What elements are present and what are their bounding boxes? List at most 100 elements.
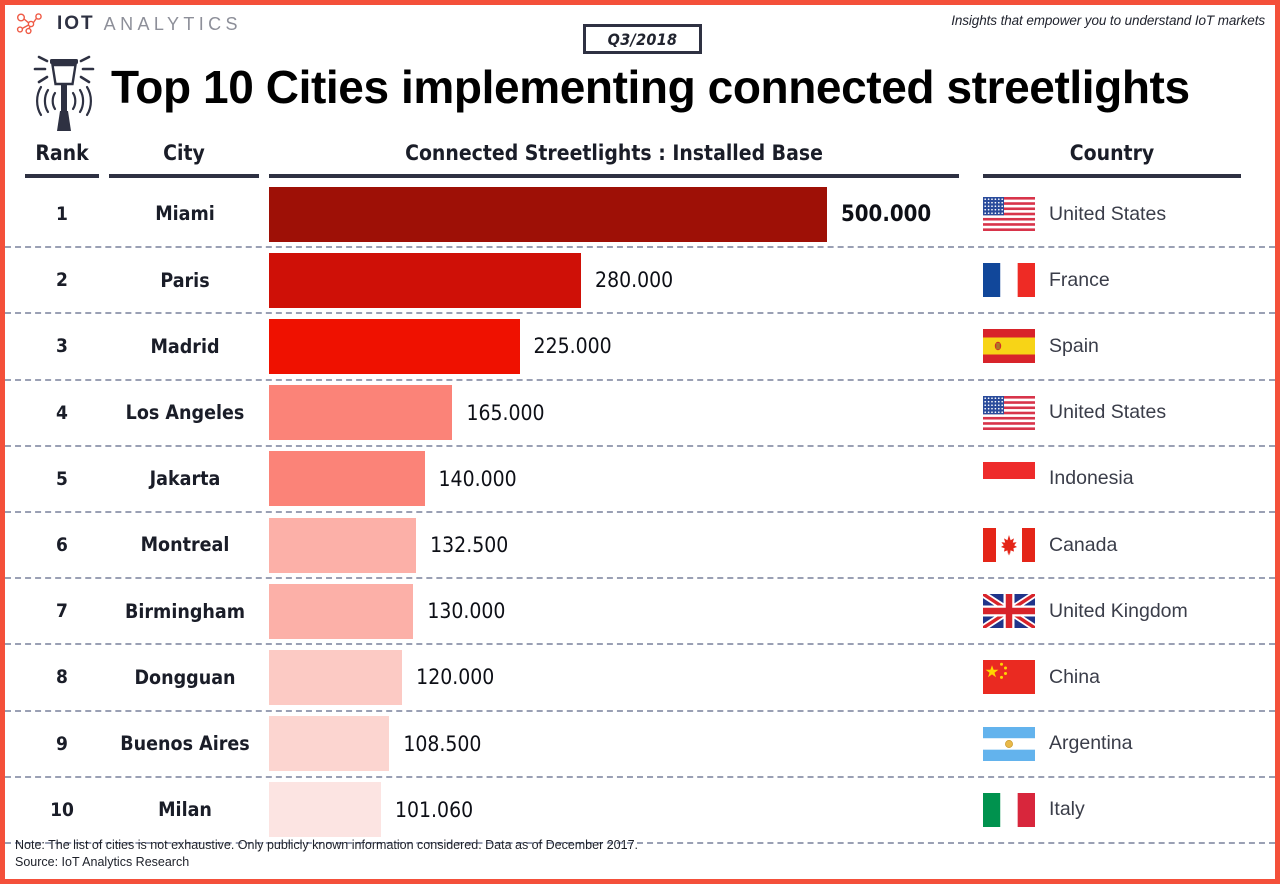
country-label: United States	[1049, 202, 1167, 225]
footer-source: Source: IoT Analytics Research	[15, 855, 190, 869]
country-label: United States	[1049, 401, 1167, 424]
table-row: 4 Los Angeles 165.000 United States	[5, 381, 1275, 447]
brand-name-analytics: ANALYTICS	[103, 13, 242, 34]
column-headers: Rank City Connected Streetlights : Insta…	[5, 139, 1275, 181]
quarter-badge: Q3/2018	[583, 24, 702, 54]
tagline: Insights that empower you to understand …	[951, 13, 1265, 28]
table-row: 1 Miami 500.000 United States	[5, 182, 1275, 249]
country-label: Argentina	[1049, 732, 1133, 755]
cell-rank: 3	[56, 335, 68, 358]
cell-rank: 7	[56, 600, 68, 623]
brand-name-iot: IOT	[57, 13, 95, 34]
cell-rank: 5	[56, 467, 68, 490]
footer: Note: The list of cities is not exhausti…	[15, 837, 1115, 871]
column-rule-city	[109, 174, 259, 178]
cell-city: Dongguan	[134, 665, 236, 689]
table-row: 6 Montreal 132.500 Canada	[5, 513, 1275, 580]
cell-installed-base: 120.000	[269, 645, 1231, 709]
cell-country: United States	[983, 182, 1253, 246]
value-label: 132.500	[430, 533, 509, 558]
value-bar	[269, 649, 403, 705]
cell-city: Miami	[155, 202, 215, 226]
flag-us-icon	[983, 197, 1035, 232]
title-block: Top 10 Cities implementing connected str…	[5, 51, 1275, 133]
value-label: 140.000	[438, 466, 517, 491]
column-header-installed-base: Connected Streetlights : Installed Base	[405, 141, 823, 165]
cell-installed-base: 280.000	[269, 248, 1231, 312]
cell-installed-base: 132.500	[269, 513, 1231, 577]
table-row: 10 Milan 101.060 Italy	[5, 778, 1275, 844]
cell-rank: 2	[56, 269, 68, 292]
table-row: 7 Birmingham 130.000 United Kingdom	[5, 579, 1275, 646]
iot-network-nodes-icon	[16, 13, 42, 35]
flag-fr-icon	[983, 263, 1035, 298]
cell-rank: 9	[56, 732, 68, 755]
cell-rank: 4	[56, 401, 68, 424]
cell-country: Indonesia	[983, 447, 1253, 511]
value-bar	[269, 252, 582, 308]
country-label: Spain	[1049, 334, 1099, 357]
cell-city: Madrid	[150, 334, 220, 358]
cell-city: Jakarta	[149, 467, 221, 491]
value-bar	[269, 782, 381, 838]
footer-note: Note: The list of cities is not exhausti…	[15, 838, 638, 852]
value-bar	[269, 318, 520, 374]
cell-city: Los Angeles	[125, 400, 245, 424]
country-label: France	[1049, 268, 1110, 291]
cell-city: Milan	[158, 798, 212, 822]
cell-installed-base: 130.000	[269, 579, 1231, 643]
cell-installed-base: 165.000	[269, 381, 1231, 445]
value-label: 108.500	[403, 731, 482, 756]
cell-rank: 1	[56, 203, 68, 226]
cell-country: Italy	[983, 778, 1253, 842]
cell-country: Spain	[983, 314, 1253, 378]
value-label: 130.000	[427, 599, 506, 624]
value-label: 120.000	[416, 665, 495, 690]
cell-installed-base: 101.060	[269, 778, 1231, 842]
column-rule-country	[983, 174, 1241, 178]
country-label: United Kingdom	[1049, 599, 1188, 622]
cell-country: United Kingdom	[983, 579, 1253, 643]
column-header-city: City	[163, 141, 205, 165]
cell-country: France	[983, 248, 1253, 312]
quarter-badge-label: Q3/2018	[607, 29, 678, 49]
cell-installed-base: 108.500	[269, 712, 1231, 776]
cell-installed-base: 500.000	[269, 182, 1231, 246]
cell-installed-base: 140.000	[269, 447, 1231, 511]
cell-city: Birmingham	[125, 599, 245, 623]
flag-gb-icon	[983, 594, 1035, 629]
cell-rank: 6	[56, 534, 68, 557]
value-label: 165.000	[466, 400, 545, 425]
value-bar	[269, 517, 417, 573]
value-bar	[269, 583, 414, 639]
country-label: Canada	[1049, 533, 1118, 556]
cell-country: China	[983, 645, 1253, 709]
country-label: Indonesia	[1049, 467, 1134, 490]
cell-city: Buenos Aires	[120, 731, 250, 755]
top-bar: IOT ANALYTICS Q3/2018 Insights that empo…	[5, 5, 1275, 54]
cell-city: Paris	[160, 268, 210, 292]
connected-streetlight-icon	[33, 55, 95, 131]
flag-ca-icon	[983, 528, 1035, 563]
cell-rank: 10	[50, 798, 74, 821]
flag-es-icon	[983, 329, 1035, 364]
flag-it-icon	[983, 792, 1035, 827]
cell-city: Montreal	[140, 533, 230, 557]
value-label: 225.000	[533, 334, 612, 359]
cell-installed-base: 225.000	[269, 314, 1231, 378]
page-title: Top 10 Cities implementing connected str…	[111, 61, 1190, 113]
value-bar	[269, 186, 827, 242]
column-header-country: Country	[1069, 141, 1155, 165]
flag-cn-icon	[983, 660, 1035, 695]
table-row: 8 Dongguan 120.000 China	[5, 645, 1275, 712]
table-body: 1 Miami 500.000 United States 2 Paris 280.000 F…	[5, 182, 1275, 844]
table-row: 2 Paris 280.000 France	[5, 248, 1275, 315]
flag-id-icon	[983, 461, 1035, 496]
flag-ar-icon	[983, 726, 1035, 761]
value-bar	[269, 385, 453, 441]
table-row: 5 Jakarta 140.000 Indonesia	[5, 447, 1275, 513]
brand-logo: IOT ANALYTICS	[14, 11, 242, 37]
value-label: 500.000	[841, 201, 932, 227]
country-label: Italy	[1049, 798, 1085, 821]
value-bar	[269, 716, 390, 772]
